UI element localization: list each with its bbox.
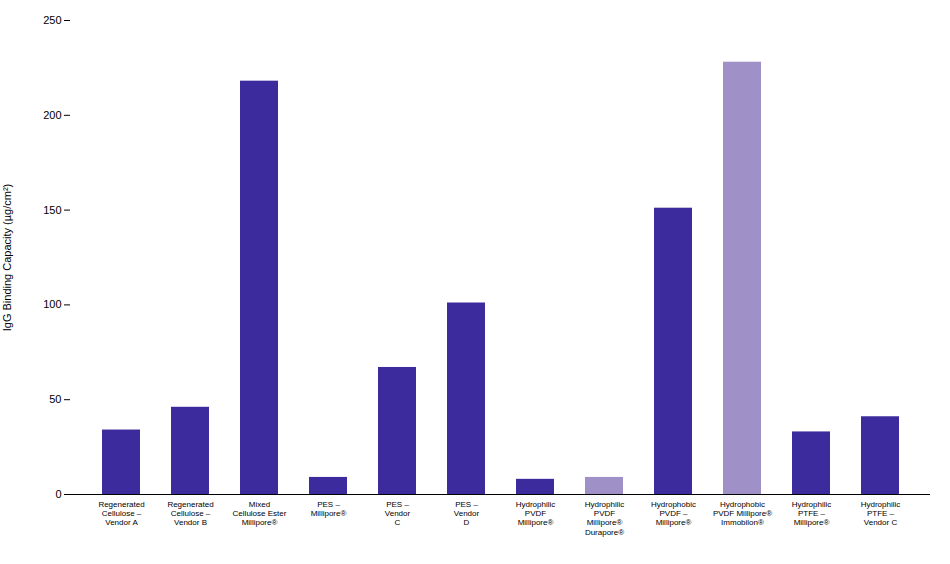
svg-text:PES –VendorC: PES –VendorC [385, 500, 411, 527]
svg-text:HydrophobicPVDF –Millipore®: HydrophobicPVDF –Millipore® [651, 500, 696, 527]
svg-text:PES –Millipore®: PES –Millipore® [311, 500, 347, 518]
svg-text:50: 50 [49, 393, 61, 405]
svg-text:200: 200 [43, 109, 61, 121]
svg-text:HydrophilicPTFE –Millipore®: HydrophilicPTFE –Millipore® [792, 500, 832, 527]
svg-text:250: 250 [43, 14, 61, 26]
svg-text:150: 150 [43, 204, 61, 216]
svg-text:0: 0 [55, 488, 61, 500]
svg-text:RegeneratedCellulose –Vendor A: RegeneratedCellulose –Vendor A [98, 500, 144, 527]
svg-text:HydrophilicPVDFMillipore®: HydrophilicPVDFMillipore® [516, 500, 556, 527]
svg-text:100: 100 [43, 298, 61, 310]
svg-text:RegeneratedCellulose –Vendor B: RegeneratedCellulose –Vendor B [167, 500, 213, 527]
svg-text:PES –VendorD: PES –VendorD [454, 500, 480, 527]
svg-text:IgG Binding Capacity (µg/cm²): IgG Binding Capacity (µg/cm²) [1, 184, 13, 332]
svg-text:MixedCellulose EsterMillipore®: MixedCellulose EsterMillipore® [233, 500, 287, 527]
svg-text:HydrophilicPVDFMillipore®Durap: HydrophilicPVDFMillipore®Durapore® [585, 500, 625, 537]
svg-text:HydrophobicPVDF Millipore®Immo: HydrophobicPVDF Millipore®Immobilon® [713, 500, 772, 527]
svg-text:HydrophilicPTFE –Vendor C: HydrophilicPTFE –Vendor C [861, 500, 901, 527]
